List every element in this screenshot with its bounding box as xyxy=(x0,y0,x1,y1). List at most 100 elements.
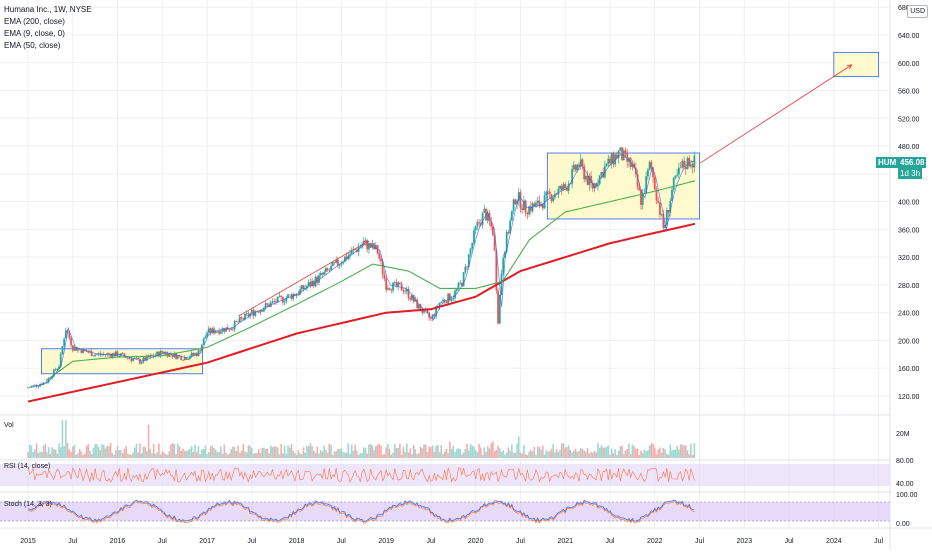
candle-body xyxy=(75,346,78,351)
volume-bar xyxy=(256,453,258,458)
volume-bar xyxy=(347,443,350,458)
volume-bar xyxy=(37,452,40,458)
volume-bar xyxy=(99,450,102,458)
candle-body xyxy=(328,270,331,271)
volume-bar xyxy=(316,446,319,458)
candle-body xyxy=(54,369,57,371)
candle-body xyxy=(514,199,517,205)
volume-bar xyxy=(170,444,172,458)
volume-bar xyxy=(328,443,331,458)
last-price-tag: 456.08 xyxy=(898,157,927,168)
countdown-tag: 1d 3h xyxy=(898,168,923,179)
legend-ema200[interactable]: EMA (200, close) xyxy=(4,17,65,26)
volume-bar xyxy=(101,444,103,458)
candle-body xyxy=(197,350,200,356)
price-tick-label: 280.00 xyxy=(898,283,920,290)
volume-bar xyxy=(287,445,289,458)
candle-body xyxy=(617,151,620,159)
volume-bar xyxy=(271,447,274,458)
time-tick-label: Jul xyxy=(516,538,525,545)
volume-bar xyxy=(204,445,207,458)
volume-bar xyxy=(480,447,482,458)
candle-body xyxy=(590,175,592,183)
candle-body xyxy=(214,331,217,334)
candle-body xyxy=(271,301,274,303)
time-tick-label: 2016 xyxy=(110,538,126,545)
candle-body xyxy=(609,158,611,164)
volume-bar xyxy=(120,449,122,458)
candle-body xyxy=(386,288,389,290)
candle-body xyxy=(626,152,629,162)
currency-button[interactable]: USD xyxy=(907,5,928,18)
symbol-title[interactable]: Humana Inc., 1W, NYSE xyxy=(4,5,92,14)
candle-body xyxy=(559,185,561,189)
candle-body xyxy=(447,293,450,304)
volume-bar xyxy=(63,446,65,458)
volume-bar xyxy=(142,446,145,458)
volume-bar xyxy=(411,453,413,458)
legend-ema9[interactable]: EMA (9, close, 0) xyxy=(4,29,65,38)
candle-body xyxy=(77,348,79,351)
candle-body xyxy=(430,317,432,319)
volume-bar xyxy=(679,444,682,458)
candle-body xyxy=(583,166,586,180)
candle-body xyxy=(397,282,400,287)
candle-body xyxy=(324,268,327,272)
volume-bar xyxy=(280,443,282,458)
candle-body xyxy=(412,295,415,302)
volume-bar xyxy=(218,452,220,458)
candle-body xyxy=(536,200,539,203)
candle-body xyxy=(523,200,525,211)
candle-body xyxy=(459,282,462,284)
legend-ema50[interactable]: EMA (50, close) xyxy=(4,41,61,50)
candle-body xyxy=(486,212,489,221)
candle-body xyxy=(242,318,245,320)
candle-body xyxy=(657,200,660,203)
time-tick-label: 2024 xyxy=(826,538,842,545)
volume-bar xyxy=(109,443,112,458)
volume-bar xyxy=(345,452,348,458)
candle-body xyxy=(337,259,339,266)
candle-body xyxy=(183,357,186,361)
volume-bar xyxy=(690,443,692,458)
volume-bar xyxy=(71,446,74,458)
volume-bar xyxy=(359,453,362,458)
volume-bar xyxy=(352,450,355,458)
candle-body xyxy=(97,353,100,355)
candle-body xyxy=(431,314,434,319)
volume-bar xyxy=(426,452,429,458)
volume-bar xyxy=(102,445,105,458)
volume-bar xyxy=(259,452,262,458)
candle-body xyxy=(550,194,553,202)
volume-bar xyxy=(213,447,215,458)
volume-bar xyxy=(629,454,632,458)
volume-bar xyxy=(42,445,45,458)
volume-bar xyxy=(433,451,436,458)
candle-body xyxy=(464,266,467,273)
candle-body xyxy=(362,241,365,245)
candle-body xyxy=(473,230,475,243)
volume-bar xyxy=(517,436,520,458)
volume-bar xyxy=(221,453,224,458)
volume-bar xyxy=(571,452,573,458)
candle-body xyxy=(123,353,126,357)
volume-bar xyxy=(373,449,375,458)
volume-bar xyxy=(414,449,417,458)
candle-body xyxy=(669,200,672,213)
volume-bar xyxy=(242,443,245,458)
price-tick-label: 240.00 xyxy=(898,311,920,318)
candle-body xyxy=(349,254,351,256)
annotation-boxes xyxy=(41,51,880,375)
candle-body xyxy=(354,249,357,250)
volume-bar xyxy=(28,444,31,458)
ema-lines xyxy=(27,154,696,403)
price-tick-label: 600.00 xyxy=(898,61,920,68)
volume-bar xyxy=(297,450,300,458)
candle-body xyxy=(385,278,388,290)
volume-bar xyxy=(127,453,129,458)
volume-bar xyxy=(53,449,55,458)
candle-body xyxy=(37,386,40,387)
volume-bar xyxy=(512,452,515,458)
